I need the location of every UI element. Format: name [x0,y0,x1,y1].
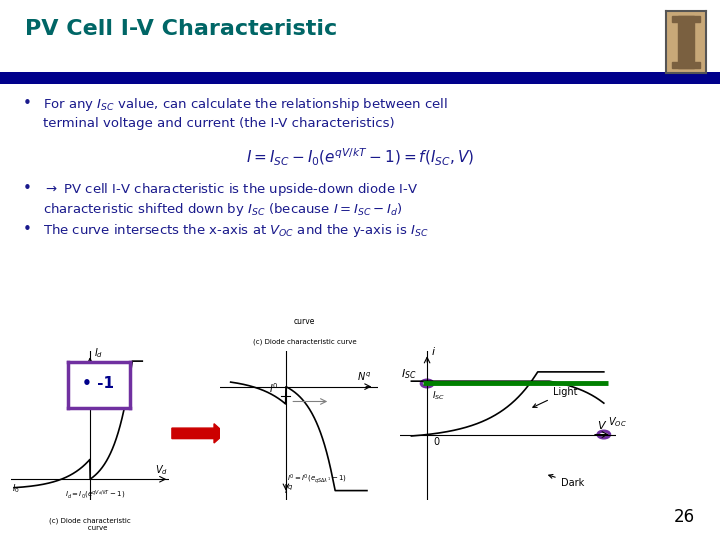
Text: The curve intersects the x-axis at $V_{OC}$ and the y-axis is $I_{SC}$: The curve intersects the x-axis at $V_{O… [43,222,428,239]
FancyArrow shape [172,424,225,443]
Text: •: • [23,96,32,111]
Text: PV Cell I-V Characteristic: PV Cell I-V Characteristic [25,19,338,39]
Text: $I_{SC}$: $I_{SC}$ [401,367,417,381]
Bar [672,62,700,68]
Text: $I_d = I_0(e^{qV_d/kT}-1)$: $I_d = I_0(e^{qV_d/kT}-1)$ [65,489,125,501]
Text: •: • [23,181,32,196]
Bar [672,16,700,22]
Text: curve: curve [294,318,315,326]
Text: $I = I_{SC} - I_0(e^{qV/kT}-1) = f(I_{SC}, V)$: $I = I_{SC} - I_0(e^{qV/kT}-1) = f(I_{SC… [246,147,474,168]
Text: (c) Diode characteristic
       curve: (c) Diode characteristic curve [49,517,131,531]
Text: $V_{OC}$: $V_{OC}$ [608,415,626,429]
Text: $I_d$: $I_d$ [94,346,103,360]
Text: Dark: Dark [549,475,584,488]
Text: $I^0$: $I^0$ [269,381,279,395]
Text: $V_d$: $V_d$ [155,463,168,477]
Text: terminal voltage and current (the I-V characteristics): terminal voltage and current (the I-V ch… [43,117,395,130]
Text: $I^q$: $I^q$ [284,483,294,496]
Text: $I_0$: $I_0$ [12,482,20,495]
Text: 0: 0 [433,437,439,447]
Text: 26: 26 [674,509,695,526]
Text: $I_{SC}$: $I_{SC}$ [432,389,445,402]
Bar [678,16,694,68]
Text: $I^0 = I^0(e_{qS\Delta\lambda^1}-1)$: $I^0 = I^0(e_{qS\Delta\lambda^1}-1)$ [287,472,347,487]
Text: • -1: • -1 [82,376,114,392]
Text: $V$: $V$ [598,419,608,431]
Text: characteristic shifted down by $I_{SC}$ (because $I = I_{SC} - I_d$): characteristic shifted down by $I_{SC}$ … [43,201,402,218]
Text: $i$: $i$ [431,345,436,357]
Text: •: • [23,222,32,238]
Text: $\rightarrow$ PV cell I-V characteristic is the upside-down diode I-V: $\rightarrow$ PV cell I-V characteristic… [43,181,418,198]
Text: $N^q$: $N^q$ [356,371,371,383]
Text: (c) Diode characteristic curve: (c) Diode characteristic curve [253,339,356,345]
Text: Light: Light [533,387,577,407]
Text: For any $I_{SC}$ value, can calculate the relationship between cell: For any $I_{SC}$ value, can calculate th… [43,96,449,113]
